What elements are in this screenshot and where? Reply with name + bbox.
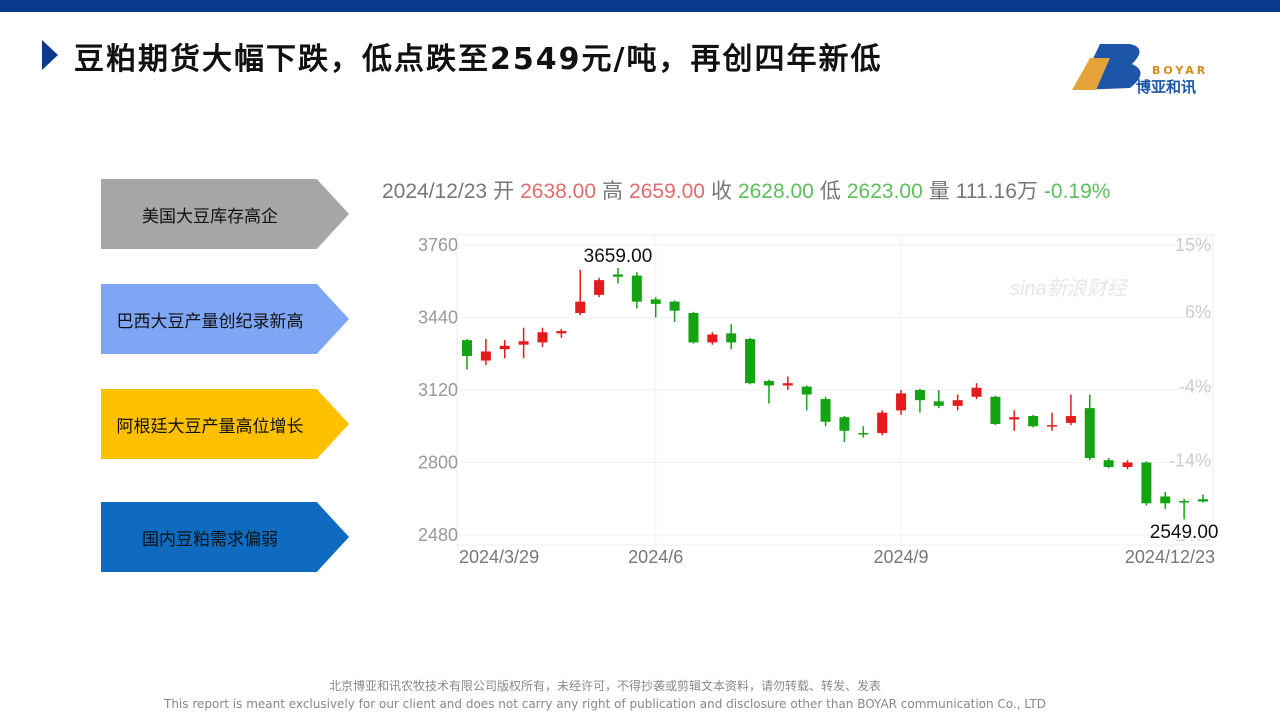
x-tick-label: 2024/3/29 (459, 547, 539, 567)
quote-open-label: 开 (493, 180, 514, 203)
quote-volume-label: 量 (929, 180, 950, 203)
candle-body (914, 390, 925, 401)
slide-title: 豆粕期货大幅下跌，低点跌至2549元/吨，再创四年新低 (74, 42, 883, 77)
candle-body (480, 351, 491, 361)
candle-body (594, 280, 605, 295)
y-tick-label: 3760 (418, 235, 458, 255)
y2-tick-label: -14% (1169, 451, 1211, 471)
factor-box: 国内豆粕需求偏弱 (101, 502, 349, 572)
candle-body (537, 332, 548, 343)
quote-open: 2638.00 (520, 180, 596, 203)
y2-tick-label: -4% (1179, 376, 1211, 396)
watermark: sina新浪财经 (1010, 278, 1129, 300)
candle-body (669, 301, 680, 311)
candle-body (1103, 460, 1114, 468)
quote-volume: 111.16万 (956, 180, 1038, 203)
factor-box: 美国大豆库存高企 (101, 179, 349, 249)
candle-body (933, 401, 944, 406)
y2-tick-label: 15% (1175, 235, 1211, 255)
candle-body (499, 345, 510, 350)
footer-en: This report is meant exclusively for our… (164, 697, 1046, 711)
logo-en: BOYAR (1152, 64, 1209, 77)
title-marker (42, 40, 58, 70)
factor-box: 阿根廷大豆产量高位增长 (101, 389, 349, 459)
candle-body (1198, 499, 1208, 502)
y-tick-label: 2480 (418, 525, 458, 545)
candle-body (688, 312, 699, 343)
candle-body (896, 393, 907, 411)
y-tick-label: 3120 (418, 380, 458, 400)
candle-body (763, 380, 774, 386)
annotation: 2549.00 (1150, 522, 1219, 543)
candle-body (556, 331, 567, 334)
quote-close: 2628.00 (738, 180, 814, 203)
y-tick-label: 3440 (418, 308, 458, 328)
candle-body (820, 399, 831, 422)
factor-box: 巴西大豆产量创纪录新高 (101, 284, 349, 354)
quote-low: 2623.00 (847, 180, 923, 203)
candle-body (1141, 462, 1152, 504)
candle-body (745, 339, 756, 384)
candle-body (650, 299, 661, 304)
annotation: 3659.00 (584, 246, 653, 267)
candle-body (971, 387, 982, 397)
candle-body (990, 396, 1001, 424)
quote-change: -0.19% (1044, 180, 1111, 203)
candle-body (518, 341, 529, 345)
candle-body (726, 333, 737, 343)
candle-body (1065, 416, 1076, 423)
x-tick-label: 2024/12/23 (1125, 547, 1215, 567)
candle-body (1047, 425, 1058, 427)
x-tick-label: 2024/6 (628, 547, 683, 567)
footer-cn: 北京博亚和讯农牧技术有限公司版权所有，未经许可，不得抄袭或剪辑文本资料，请勿转载… (328, 679, 881, 693)
candle-body (631, 275, 642, 302)
candle-body (1028, 416, 1039, 427)
y2-tick-label: -24% (1169, 525, 1211, 545)
quote-close-label: 收 (711, 180, 732, 203)
candle-body (877, 412, 888, 434)
candle-body (575, 301, 586, 313)
y-tick-label: 2800 (418, 453, 458, 473)
candle-body (1084, 408, 1095, 458)
logo-mark (1072, 44, 1141, 90)
top-bar (0, 0, 1280, 12)
quote-high: 2659.00 (629, 180, 705, 203)
quote-line: 2024/12/23 开 2638.00 高 2659.00 收 2628.00 低 2623.… (382, 180, 1110, 203)
candle-body (839, 417, 850, 431)
candle-body (801, 386, 812, 395)
chart: 2024/12/23 开 2638.00 高 2659.00 收 2628.00 低 2623.… (382, 180, 1220, 567)
logo-cn: 博亚和讯 (1136, 78, 1197, 96)
y2-tick-label: 6% (1185, 302, 1211, 322)
candle-body (612, 274, 623, 277)
candle-body (1160, 496, 1171, 504)
quote-date: 2024/12/23 (382, 180, 487, 203)
candle-body (707, 334, 718, 343)
quote-low-label: 低 (820, 180, 841, 203)
candle-body (952, 400, 963, 406)
quote-high-label: 高 (602, 180, 623, 203)
x-tick-label: 2024/9 (874, 547, 929, 567)
candle-body (1179, 501, 1190, 503)
candle-body (1009, 417, 1020, 420)
candle-body (462, 340, 472, 357)
candle-body (782, 383, 793, 386)
candle-body (1122, 462, 1133, 468)
candle-body (858, 433, 869, 435)
